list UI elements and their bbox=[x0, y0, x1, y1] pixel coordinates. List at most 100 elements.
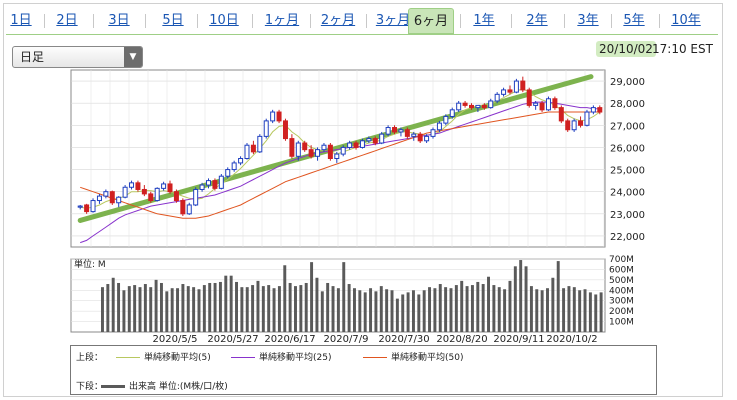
tab-1[interactable]: 2日 bbox=[56, 13, 78, 28]
candle-body bbox=[250, 144, 256, 153]
tab-4[interactable]: 10日 bbox=[209, 13, 239, 28]
candle-body bbox=[456, 102, 462, 111]
candle-body bbox=[449, 109, 455, 117]
volume-tick-label: 100M bbox=[609, 318, 634, 328]
volume-bar bbox=[245, 287, 249, 332]
candle-body bbox=[488, 100, 494, 109]
x-tick-label: 2020/10/2 bbox=[546, 334, 597, 345]
tab-3[interactable]: 5日 bbox=[162, 13, 184, 28]
volume-bar bbox=[492, 285, 496, 332]
volume-bar bbox=[320, 291, 324, 332]
volume-bar bbox=[261, 286, 265, 332]
volume-bar bbox=[122, 290, 126, 332]
tab-8[interactable]: 6ヶ月 bbox=[408, 8, 454, 34]
tab-13[interactable]: 10年 bbox=[671, 13, 701, 28]
volume-bar bbox=[556, 261, 560, 332]
ma5-line bbox=[80, 88, 601, 209]
volume-bar bbox=[524, 266, 528, 332]
volume-bar bbox=[336, 288, 340, 332]
tab-9[interactable]: 1年 bbox=[473, 13, 495, 28]
volume-unit-label: 単位: M bbox=[74, 258, 106, 270]
candle-body bbox=[206, 180, 211, 186]
legend-ma50: 単純移動平均(50) bbox=[363, 350, 463, 363]
chart-legend: 上段： 単純移動平均(5) 単純移動平均(25) 単純移動平均(50) 下段： … bbox=[70, 345, 657, 395]
volume-bar bbox=[347, 284, 351, 332]
candle-body bbox=[578, 120, 584, 126]
tab-0[interactable]: 1日 bbox=[10, 13, 32, 28]
tab-separator bbox=[610, 14, 612, 28]
volume-bar bbox=[208, 282, 212, 332]
tab-6[interactable]: 2ヶ月 bbox=[320, 13, 356, 28]
volume-bar bbox=[438, 284, 442, 332]
volume-bar bbox=[406, 292, 410, 332]
volume-bar bbox=[288, 282, 292, 332]
volume-tick-label: 700M bbox=[609, 255, 634, 265]
volume-bar bbox=[283, 265, 287, 332]
chevron-down-icon[interactable]: ▼ bbox=[124, 47, 142, 67]
volume-bar bbox=[229, 275, 233, 332]
candle-body bbox=[141, 188, 147, 195]
volume-bar bbox=[497, 287, 501, 332]
price-tick-label: 28,000 bbox=[610, 99, 645, 110]
volume-bar bbox=[117, 282, 121, 332]
volume-bar bbox=[508, 280, 512, 332]
tab-5[interactable]: 1ヶ月 bbox=[264, 13, 300, 28]
candle-body bbox=[289, 138, 295, 157]
candle-body bbox=[96, 195, 102, 202]
volume-bar bbox=[218, 281, 222, 332]
ma50-line bbox=[80, 111, 600, 219]
tab-12[interactable]: 5年 bbox=[623, 13, 645, 28]
volume-bar bbox=[369, 288, 373, 332]
candle-body bbox=[263, 120, 269, 137]
volume-tick-label: 300M bbox=[609, 297, 634, 307]
volume-swatch bbox=[101, 385, 125, 388]
volume-bar bbox=[594, 294, 598, 332]
candle-body bbox=[103, 191, 109, 197]
candle-body bbox=[558, 107, 564, 122]
volume-bar bbox=[133, 285, 137, 332]
volume-bar bbox=[503, 289, 507, 332]
candle-body bbox=[308, 149, 314, 157]
candle-body bbox=[411, 133, 417, 137]
candle-body bbox=[321, 144, 327, 151]
candle-body bbox=[597, 107, 603, 113]
candle-body bbox=[539, 102, 545, 111]
volume-bar bbox=[192, 287, 196, 332]
candle-body bbox=[462, 102, 468, 106]
price-chart: 22,000 23,000 24,000 25,000 26,000 27,000 28,0… bbox=[70, 69, 645, 345]
candle-body bbox=[417, 133, 423, 142]
volume-bar bbox=[411, 290, 415, 332]
volume-bar bbox=[535, 289, 539, 332]
candle-body bbox=[116, 196, 122, 204]
candle-body bbox=[385, 127, 391, 135]
volume-bar bbox=[197, 289, 201, 332]
tab-10[interactable]: 2年 bbox=[526, 13, 548, 28]
volume-bar bbox=[487, 276, 490, 332]
candle-body bbox=[199, 184, 205, 190]
volume-bar bbox=[540, 290, 544, 332]
candle-body bbox=[520, 80, 526, 91]
tab-2[interactable]: 3日 bbox=[108, 13, 130, 28]
volume-bar bbox=[304, 282, 308, 332]
candle-body bbox=[366, 138, 372, 142]
candle-body bbox=[565, 120, 571, 131]
candle-body bbox=[90, 200, 96, 213]
period-select[interactable]: 日足 ▼ bbox=[12, 46, 143, 68]
x-tick-label: 2020/8/20 bbox=[436, 334, 487, 345]
candle-body bbox=[244, 144, 250, 160]
candle-body bbox=[443, 115, 449, 124]
x-tick-label: 2020/9/11 bbox=[493, 334, 544, 345]
volume-bar bbox=[444, 287, 448, 332]
candle-body bbox=[77, 205, 83, 208]
volume-bar bbox=[106, 284, 110, 332]
volume-bar bbox=[583, 289, 587, 332]
volume-bar bbox=[331, 286, 335, 332]
candle-body bbox=[590, 107, 596, 113]
tab-7[interactable]: 3ヶ月 bbox=[375, 13, 411, 28]
tab-separator bbox=[252, 14, 253, 28]
candle-body bbox=[231, 162, 237, 171]
tab-11[interactable]: 3年 bbox=[577, 13, 599, 28]
volume-bar bbox=[143, 284, 147, 332]
volume-bar bbox=[213, 282, 217, 332]
candle-body bbox=[424, 135, 430, 142]
